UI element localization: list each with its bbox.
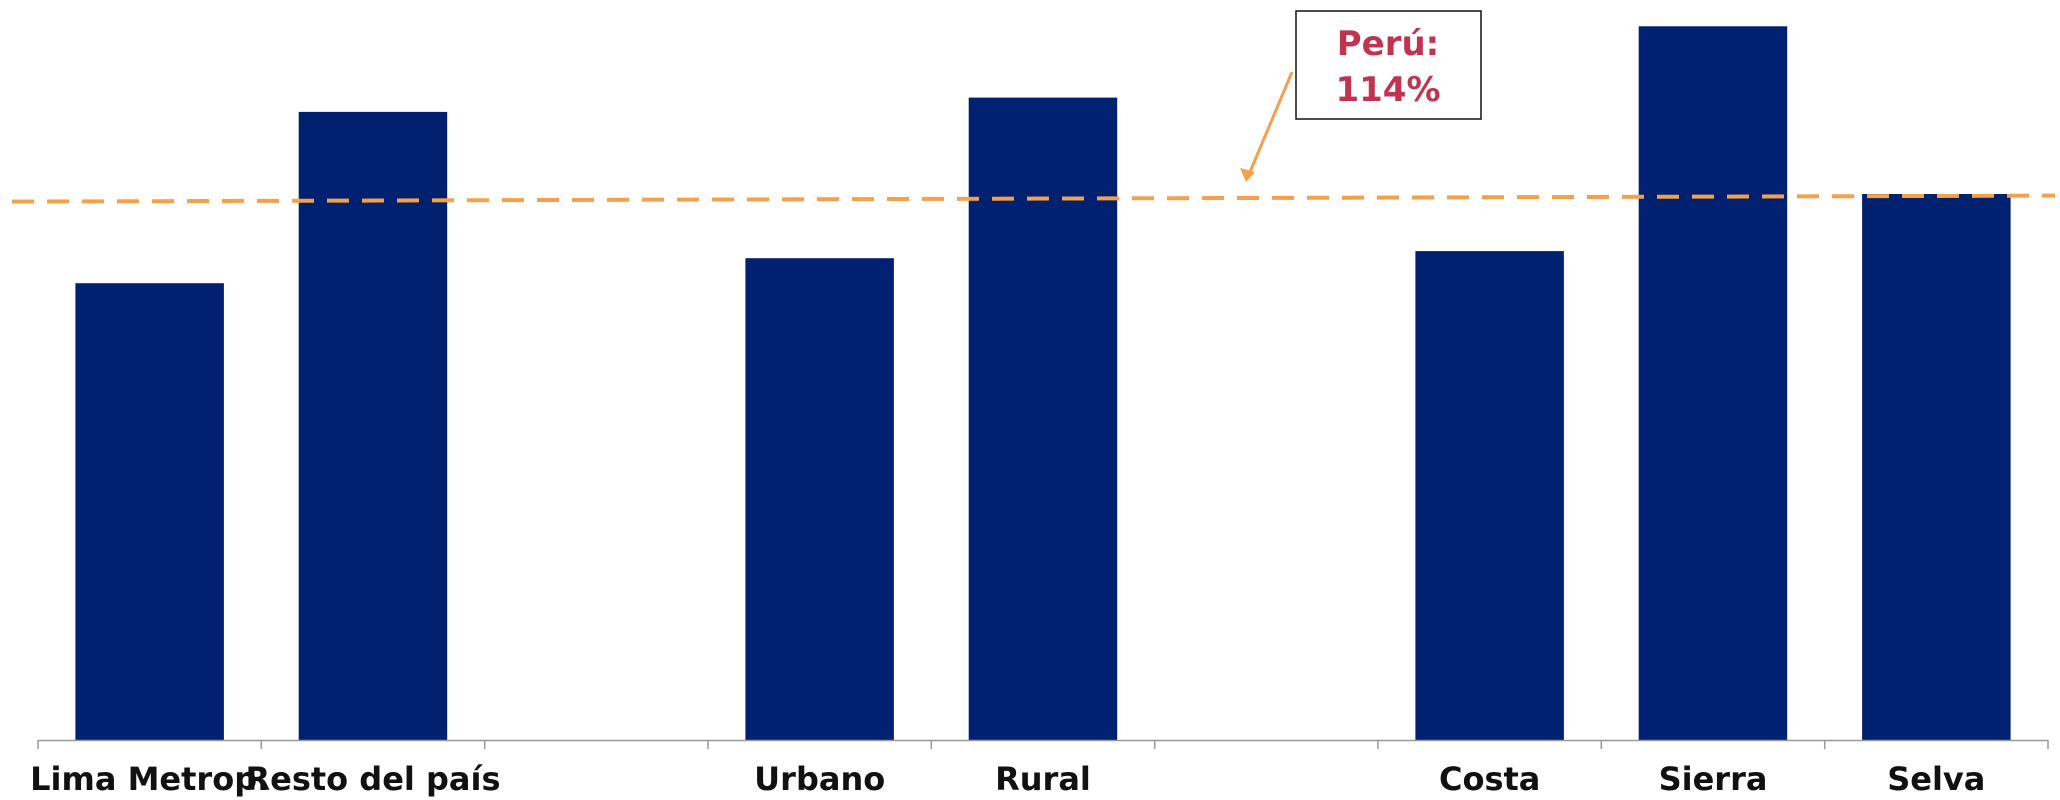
bars-layer xyxy=(75,26,2011,741)
bar-costa xyxy=(1415,251,1564,740)
bar-sierra xyxy=(1638,26,1788,741)
annotation-line2: 114% xyxy=(1335,70,1440,110)
category-label: Lima Metrop. xyxy=(30,760,269,798)
annotation-line1: Perú: xyxy=(1337,24,1440,64)
bar-rural xyxy=(968,97,1118,741)
category-label: Urbano xyxy=(754,760,885,798)
bar-resto-del-pa-s xyxy=(298,111,448,740)
category-label: Resto del país xyxy=(245,760,500,798)
peru-annotation: Perú: 114% xyxy=(1240,10,1482,182)
category-label: Costa xyxy=(1439,760,1540,798)
annotation-arrow-shaft xyxy=(1248,71,1294,173)
reference-line-layer xyxy=(11,193,2056,204)
category-label: Rural xyxy=(995,760,1091,798)
annotation-arrow-head xyxy=(1240,168,1255,182)
bar-lima-metrop xyxy=(75,283,224,740)
bar-urbano xyxy=(745,258,894,740)
category-labels: Lima Metrop.Resto del país Urbano Rural Cos… xyxy=(30,760,1985,798)
bar-selva xyxy=(1862,194,2011,740)
category-label: Selva xyxy=(1887,760,1985,798)
x-axis xyxy=(37,739,2049,749)
category-label: Sierra xyxy=(1659,760,1768,798)
annotation-box xyxy=(1295,10,1482,120)
peru-reference-line xyxy=(11,193,2056,204)
